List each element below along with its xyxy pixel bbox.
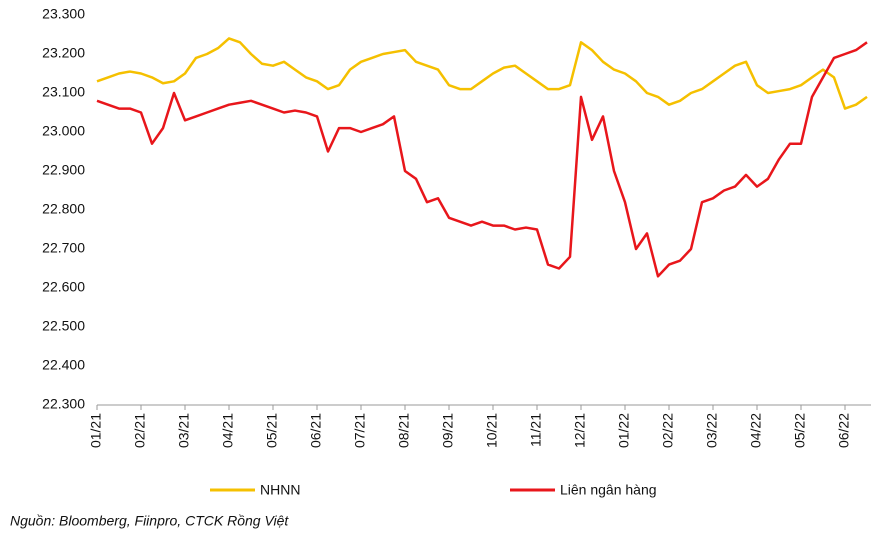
x-tick-label: 06/22 xyxy=(836,413,852,448)
legend-label: Liên ngân hàng xyxy=(560,482,657,498)
x-tick-label: 05/22 xyxy=(792,413,808,448)
y-tick-label: 22.400 xyxy=(42,357,85,373)
series-line xyxy=(96,41,868,278)
y-tick-label: 22.500 xyxy=(42,318,85,334)
x-tick-label: 05/21 xyxy=(264,413,280,448)
x-tick-label: 10/21 xyxy=(484,413,500,448)
x-tick-label: 03/22 xyxy=(704,413,720,448)
x-tick-label: 01/22 xyxy=(616,413,632,448)
legend-label: NHNN xyxy=(260,482,300,498)
y-tick-label: 23.100 xyxy=(42,84,85,100)
x-tick-label: 11/21 xyxy=(528,413,544,447)
y-tick-label: 22.600 xyxy=(42,279,85,295)
x-tick-label: 04/21 xyxy=(220,413,236,448)
y-tick-label: 22.700 xyxy=(42,240,85,256)
series-line xyxy=(96,37,868,110)
x-tick-label: 04/22 xyxy=(748,413,764,448)
x-tick-label: 06/21 xyxy=(308,413,324,448)
y-tick-label: 22.800 xyxy=(42,201,85,217)
x-tick-label: 01/21 xyxy=(88,413,104,448)
x-tick-label: 03/21 xyxy=(176,413,192,448)
y-tick-label: 23.000 xyxy=(42,123,85,139)
x-tick-label: 08/21 xyxy=(396,413,412,448)
x-tick-label: 07/21 xyxy=(352,413,368,448)
y-tick-label: 23.300 xyxy=(42,6,85,22)
source-note: Nguồn: Bloomberg, Fiinpro, CTCK Rồng Việ… xyxy=(10,513,289,529)
x-tick-label: 02/21 xyxy=(132,413,148,448)
x-tick-label: 09/21 xyxy=(440,413,456,448)
x-tick-label: 02/22 xyxy=(660,413,676,448)
y-tick-label: 23.200 xyxy=(42,45,85,61)
y-tick-label: 22.900 xyxy=(42,162,85,178)
x-tick-label: 12/21 xyxy=(572,413,588,448)
y-tick-label: 22.300 xyxy=(42,396,85,412)
